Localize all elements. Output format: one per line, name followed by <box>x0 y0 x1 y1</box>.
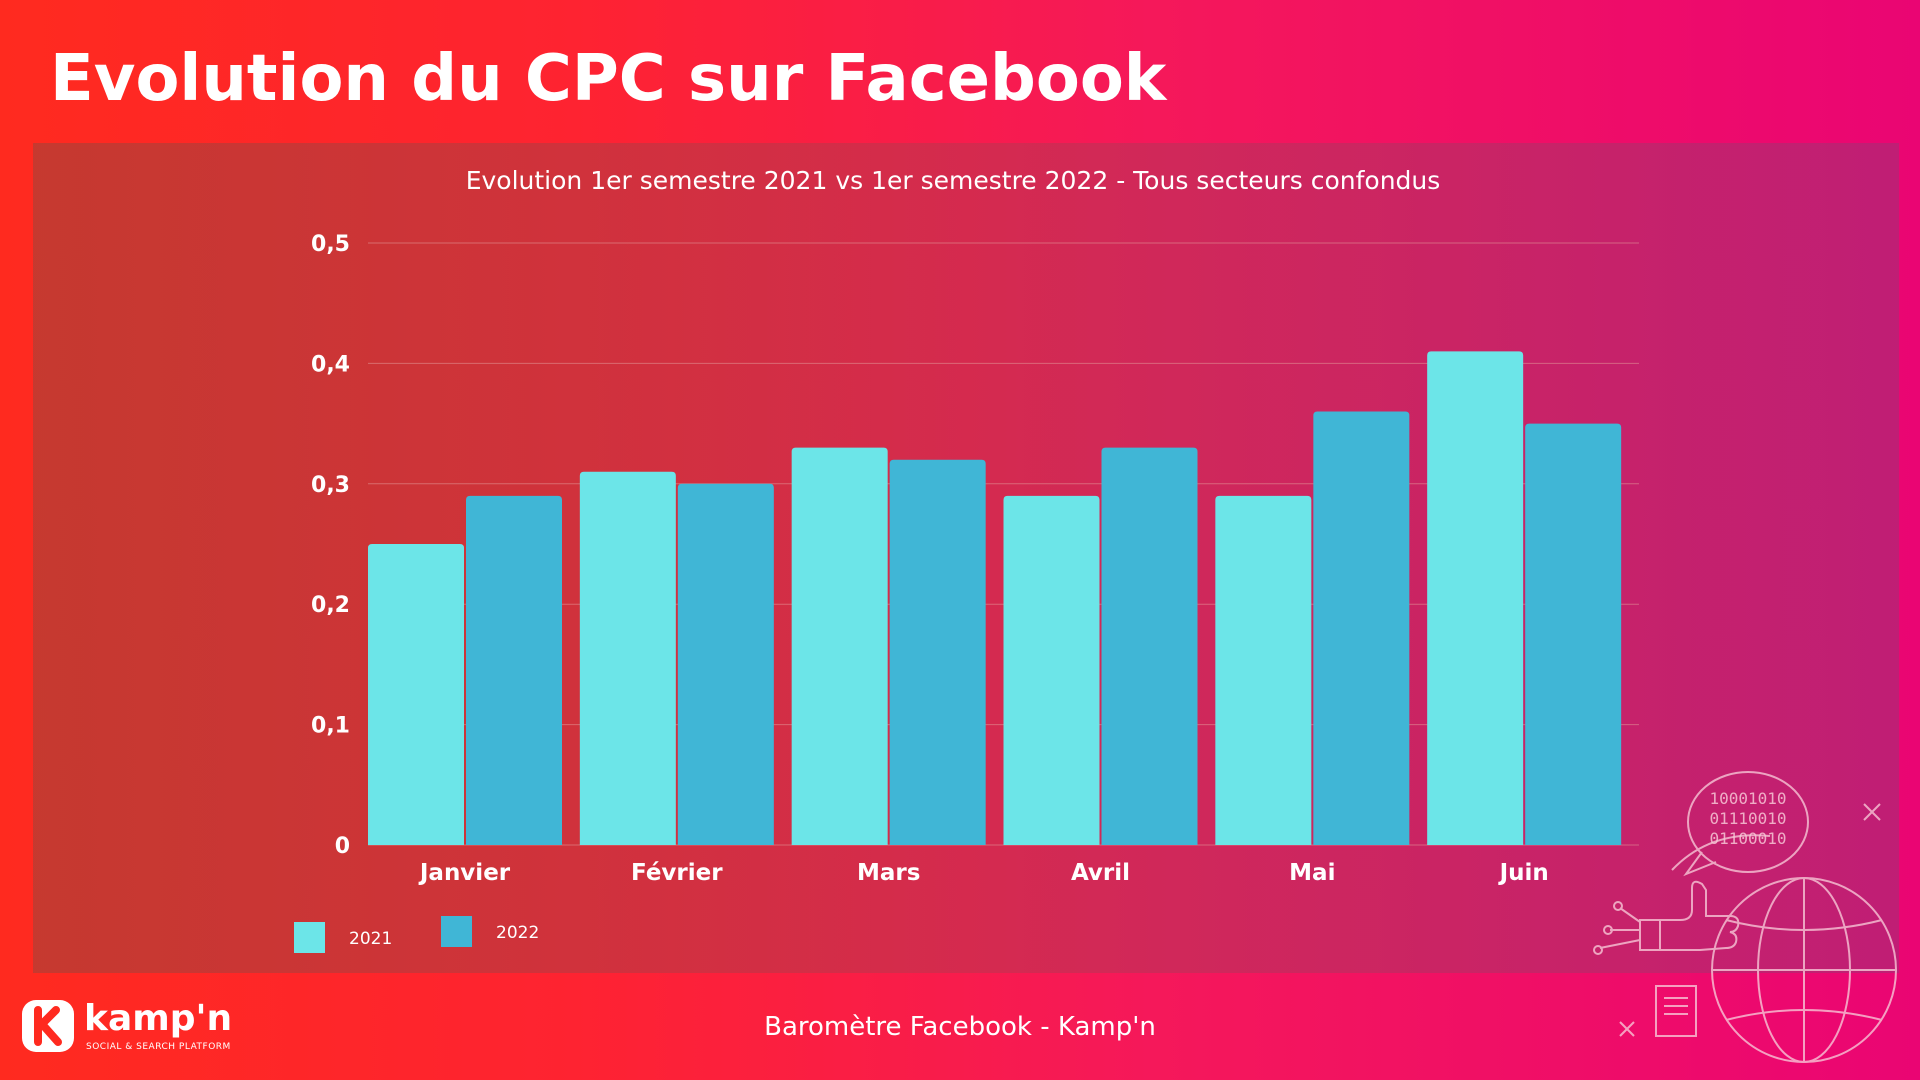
x-axis-labels: Janvier Février Mars Avril Mai Juin <box>418 860 1549 886</box>
bar-2021-juin <box>1427 351 1524 845</box>
kampn-logo: kamp'n SOCIAL & SEARCH PLATFORM <box>22 998 242 1058</box>
bars <box>368 351 1622 845</box>
bar-2022-janvier <box>466 495 562 845</box>
y-axis-ticks: 0 0,1 0,2 0,3 0,4 0,5 <box>311 232 350 859</box>
y-tick-label: 0,1 <box>311 714 350 739</box>
legend-swatch-2021 <box>294 922 325 953</box>
bar-2021-avril <box>1003 495 1100 845</box>
legend-swatch-2022 <box>441 916 472 947</box>
bar-chart: Evolution 1er semestre 2021 vs 1er semes… <box>294 166 1639 953</box>
bar-2021-janvier <box>368 544 464 845</box>
bar-2022-juin <box>1525 423 1622 845</box>
binary-line: 01100010 <box>1709 829 1786 848</box>
x-tick-label: Juin <box>1498 860 1549 886</box>
chart-title: Evolution 1er semestre 2021 vs 1er semes… <box>466 166 1441 195</box>
bar-2022-avril <box>1101 447 1198 845</box>
x-tick-label: Avril <box>1071 860 1130 886</box>
bar-2022-mars <box>889 459 986 845</box>
kampn-logo-tagline: SOCIAL & SEARCH PLATFORM <box>86 1042 231 1052</box>
binary-line: 10001010 <box>1709 789 1786 808</box>
footer-text: Baromètre Facebook - Kamp'n <box>764 1012 1156 1042</box>
chart-panel: Evolution 1er semestre 2021 vs 1er semes… <box>33 143 1899 973</box>
legend-label-2021: 2021 <box>349 929 392 949</box>
binary-line: 01110010 <box>1709 809 1786 828</box>
x-tick-label: Janvier <box>418 860 511 886</box>
bar-2021-février <box>579 471 676 845</box>
page-title: Evolution du CPC sur Facebook <box>50 42 1167 116</box>
bar-2022-mai <box>1313 411 1410 845</box>
kampn-logo-name: kamp'n <box>84 998 233 1039</box>
x-tick-label: Mars <box>857 860 920 886</box>
y-tick-label: 0,3 <box>311 473 350 498</box>
y-tick-label: 0 <box>335 834 350 859</box>
y-tick-label: 0,5 <box>311 232 350 257</box>
x-tick-label: Février <box>631 860 723 886</box>
y-tick-label: 0,4 <box>311 352 350 377</box>
bar-2021-mars <box>791 447 888 845</box>
legend: 2021 2022 <box>294 916 539 953</box>
legend-label-2022: 2022 <box>496 923 539 943</box>
bar-2021-mai <box>1215 495 1312 845</box>
x-tick-label: Mai <box>1289 860 1335 886</box>
bar-2022-février <box>677 483 774 845</box>
kampn-logo-mark <box>22 1000 74 1052</box>
y-tick-label: 0,2 <box>311 593 350 618</box>
